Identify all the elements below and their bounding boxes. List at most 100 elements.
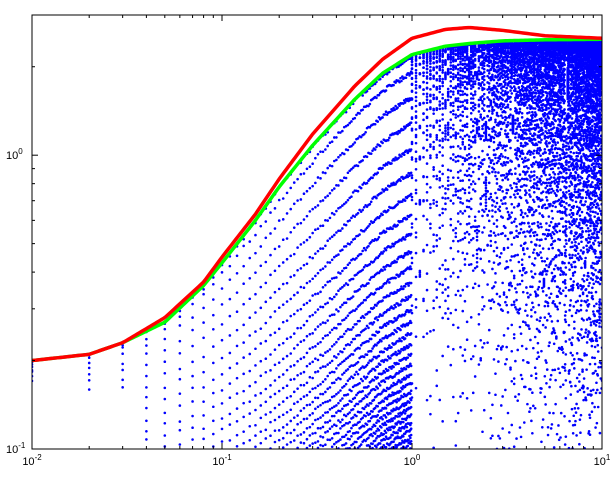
scatter-point <box>425 75 429 78</box>
scatter-point <box>395 382 398 386</box>
scatter-point <box>504 111 507 114</box>
scatter-point <box>220 389 224 392</box>
scatter-point <box>191 374 194 378</box>
scatter-point <box>449 90 453 93</box>
scatter-point <box>482 116 486 120</box>
scatter-point <box>330 328 334 332</box>
scatter-point <box>456 176 460 180</box>
scatter-point <box>351 277 355 281</box>
scatter-point <box>461 54 465 58</box>
scatter-point <box>461 143 465 146</box>
scatter-point <box>314 181 317 185</box>
scatter-point <box>444 197 447 200</box>
scatter-point <box>376 387 380 390</box>
scatter-point <box>316 249 320 253</box>
scatter-point <box>477 103 481 107</box>
scatter-point <box>518 426 522 429</box>
scatter-point <box>381 141 384 145</box>
scatter-point <box>369 427 373 431</box>
scatter-point <box>389 436 392 439</box>
scatter-point <box>520 273 524 277</box>
scatter-point <box>353 337 357 341</box>
scatter-point <box>526 170 529 173</box>
scatter-point <box>305 417 309 420</box>
scatter-point <box>361 301 364 304</box>
scatter-point <box>429 94 432 98</box>
scatter-point <box>163 397 167 401</box>
scatter-point <box>475 228 479 232</box>
scatter-point <box>335 308 338 311</box>
scatter-point <box>441 211 444 215</box>
scatter-point <box>429 154 432 157</box>
scatter-point <box>471 135 475 139</box>
scatter-point <box>512 220 516 223</box>
scatter-point <box>444 202 447 206</box>
scatter-point <box>311 294 314 297</box>
scatter-point <box>299 397 303 401</box>
scatter-point <box>477 284 481 288</box>
scatter-point <box>377 340 381 344</box>
scatter-point <box>469 238 473 242</box>
scatter-point <box>341 303 344 307</box>
scatter-point <box>487 91 491 94</box>
scatter-point <box>296 434 299 437</box>
scatter-point <box>324 321 327 325</box>
scatter-point <box>409 171 413 175</box>
scatter-point <box>495 254 499 258</box>
scatter-point <box>481 60 484 63</box>
scatter-point <box>414 74 418 78</box>
scatter-point <box>422 88 425 91</box>
scatter-point <box>465 75 469 79</box>
scatter-point <box>518 121 522 125</box>
scatter-point <box>163 327 167 331</box>
scatter-point <box>316 384 320 388</box>
scatter-point <box>438 186 442 189</box>
scatter-point <box>441 77 444 81</box>
scatter-point <box>518 282 522 286</box>
scatter-point <box>435 177 439 181</box>
scatter-point <box>463 92 467 96</box>
scatter-point <box>87 366 91 370</box>
scatter-point <box>509 195 512 199</box>
scatter-point <box>305 364 309 368</box>
scatter-point <box>432 168 435 171</box>
scatter-point <box>498 133 502 136</box>
scatter-point <box>358 333 361 337</box>
scatter-point <box>463 299 467 303</box>
scatter-point <box>346 379 350 382</box>
scatter-point <box>337 184 340 187</box>
scatter-point <box>406 444 410 448</box>
scatter-point <box>525 120 528 124</box>
scatter-point <box>326 319 330 322</box>
scatter-point <box>248 384 252 388</box>
scatter-point <box>506 91 510 94</box>
scatter-point <box>418 275 422 278</box>
scatter-point <box>418 124 422 128</box>
scatter-point <box>509 113 512 117</box>
scatter-point <box>351 376 355 380</box>
scatter-point <box>399 179 402 183</box>
scatter-point <box>220 323 224 326</box>
scatter-point <box>432 145 435 149</box>
scatter-point <box>228 382 232 385</box>
scatter-point <box>409 267 413 271</box>
scatter-point <box>335 424 338 428</box>
scatter-point <box>422 155 425 159</box>
scatter-point <box>484 178 488 182</box>
scatter-point <box>487 156 491 160</box>
scatter-point <box>467 241 471 244</box>
scatter-point <box>515 185 518 189</box>
scatter-point <box>461 81 465 84</box>
scatter-point <box>491 105 494 109</box>
scatter-point <box>510 70 514 74</box>
scatter-point <box>432 77 435 80</box>
scatter-point <box>383 371 387 374</box>
scatter-point <box>326 194 330 198</box>
scatter-point <box>510 86 514 90</box>
scatter-point <box>364 130 367 134</box>
scatter-point <box>471 355 475 358</box>
scatter-point <box>299 172 303 176</box>
scatter-point <box>452 90 455 94</box>
scatter-point <box>264 400 268 404</box>
scatter-point <box>494 191 497 195</box>
